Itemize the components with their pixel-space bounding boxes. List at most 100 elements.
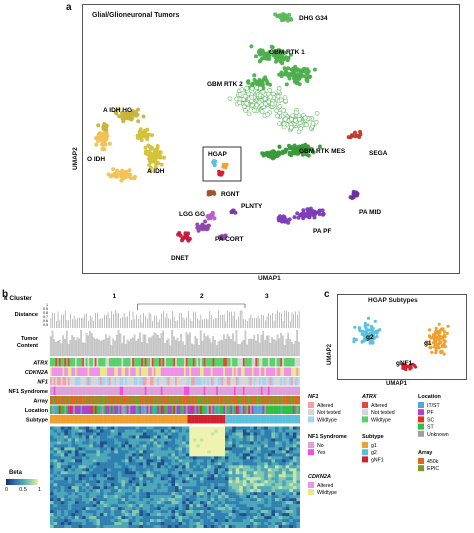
- annotation-cell: [153, 367, 156, 376]
- heatmap-cell: [185, 471, 190, 475]
- umap-point: [120, 110, 124, 115]
- heatmap-cell: [57, 459, 61, 463]
- heatmap-cell: [139, 429, 144, 433]
- annotation-cell: [230, 396, 233, 405]
- annotation-cell: [125, 367, 127, 376]
- heatmap-cell: [250, 429, 254, 433]
- heatmap-cell: [192, 474, 197, 478]
- heatmap-cell: [275, 513, 279, 517]
- heatmap-cell: [146, 462, 151, 466]
- umap-point: [430, 350, 434, 354]
- heatmap-cell: [189, 450, 194, 454]
- heatmap-cell: [214, 447, 219, 451]
- heatmap-cell: [139, 477, 144, 481]
- heatmap-cell: [157, 435, 161, 439]
- heatmap-cell: [160, 510, 165, 514]
- heatmap-cell: [271, 504, 276, 508]
- heatmap-cell: [75, 447, 79, 451]
- heatmap-cell: [232, 492, 236, 496]
- heatmap-cell: [125, 498, 129, 502]
- annotation-cell: [169, 415, 172, 424]
- heatmap-cell: [132, 432, 136, 436]
- heatmap-cell: [239, 462, 244, 466]
- annotation-cell: [58, 415, 61, 424]
- umap-point: [297, 82, 302, 87]
- annotation-cell: [89, 415, 92, 424]
- umap-point: [136, 119, 141, 124]
- heatmap-cell: [160, 498, 165, 502]
- heatmap-cell: [89, 507, 94, 511]
- tumor-content-bar: [146, 343, 148, 357]
- heatmap-cell: [117, 426, 122, 430]
- heatmap-cell: [153, 495, 158, 499]
- cluster-label: GBM RTK MES: [299, 148, 346, 155]
- heatmap-cell: [185, 438, 190, 442]
- heatmap-cell: [110, 507, 115, 511]
- heatmap-cell: [289, 516, 294, 520]
- heatmap-cell: [128, 432, 133, 436]
- heatmap-cell: [60, 525, 65, 529]
- heatmap-cell: [292, 429, 297, 433]
- heatmap-cell: [246, 438, 251, 442]
- heatmap-cell: [200, 507, 204, 511]
- heatmap-cell: [175, 465, 179, 469]
- annotation-cell: [153, 358, 156, 367]
- heatmap-cell: [250, 525, 254, 529]
- annotation-cell: [62, 367, 65, 376]
- heatmap-cell: [50, 495, 54, 499]
- heatmap-cell: [75, 513, 79, 517]
- heatmap-cell: [114, 510, 119, 514]
- tumor-content-bar: [148, 337, 150, 357]
- annotation-cell: [260, 405, 263, 414]
- umap-point: [212, 163, 217, 168]
- umap-point: [428, 328, 432, 332]
- heatmap-cell: [146, 477, 151, 481]
- annotation-cell: [203, 377, 206, 386]
- umap-point: [262, 96, 268, 102]
- annotation-cell: [133, 396, 136, 405]
- annotation-cell: [244, 377, 247, 386]
- umap-point: [116, 107, 121, 112]
- heatmap-cell: [239, 456, 244, 460]
- annotation-cell: [298, 377, 301, 386]
- annotation-cell: [255, 386, 258, 395]
- heatmap-cell: [60, 444, 65, 448]
- heatmap-cell: [53, 441, 58, 445]
- umap-point: [367, 328, 371, 332]
- heatmap-cell: [189, 498, 194, 502]
- heatmap-cell: [92, 483, 97, 487]
- heatmap-cell: [182, 462, 186, 466]
- annotation-cell: [123, 377, 126, 386]
- heatmap-cell: [189, 492, 194, 496]
- heatmap-cell: [217, 444, 222, 448]
- tumor-content-bar: [115, 334, 118, 357]
- heatmap-cell: [125, 513, 129, 517]
- heatmap-cell: [239, 453, 244, 457]
- annotation-cell: [101, 358, 104, 367]
- heatmap-cell: [289, 438, 294, 442]
- heatmap-cell: [110, 513, 115, 517]
- heatmap-cell: [50, 447, 54, 451]
- umap-point: [298, 126, 303, 131]
- heatmap-cell: [67, 432, 72, 436]
- heatmap-cell: [200, 489, 204, 493]
- heatmap-cell: [264, 507, 269, 511]
- tumor-content-bar: [139, 332, 141, 357]
- heatmap-cell: [214, 480, 219, 484]
- heatmap-cell: [246, 519, 251, 523]
- annotation-cell: [75, 396, 77, 405]
- heatmap-cell: [282, 432, 286, 436]
- tumor-content-bar: [221, 340, 223, 357]
- heatmap-cell: [103, 516, 108, 520]
- group-gnf1: [400, 362, 418, 372]
- heatmap-cell: [282, 435, 286, 439]
- umap-point: [357, 326, 361, 330]
- heatmap-cell: [125, 432, 129, 436]
- heatmap-cell: [107, 510, 111, 514]
- heatmap-cell: [175, 486, 179, 490]
- umap-point: [317, 210, 322, 215]
- annotation-cell: [275, 386, 277, 395]
- heatmap-cell: [225, 459, 229, 463]
- heatmap-cell: [167, 462, 172, 466]
- heatmap-cell: [153, 522, 158, 526]
